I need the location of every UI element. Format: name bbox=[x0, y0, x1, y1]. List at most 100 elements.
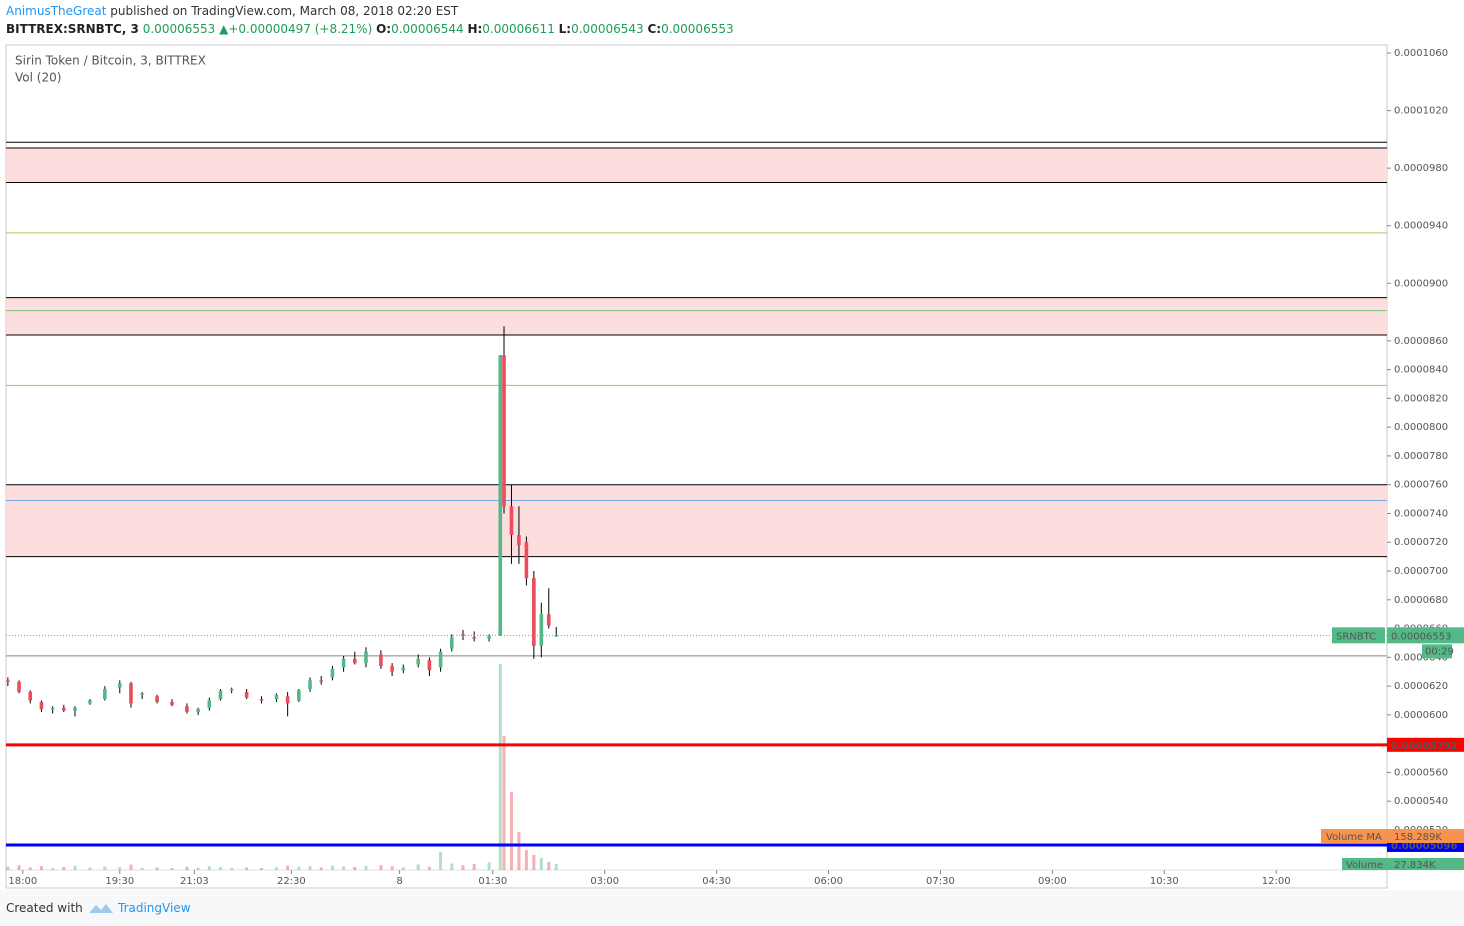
candle-body bbox=[274, 694, 279, 700]
volume-bar bbox=[401, 867, 405, 870]
y-tick-label: 0.0000600 bbox=[1394, 710, 1448, 721]
volume-bar bbox=[532, 854, 536, 870]
candle-body bbox=[50, 707, 55, 710]
volume-ma-value: 158.289K bbox=[1394, 832, 1442, 843]
key: H: bbox=[467, 22, 483, 36]
candle-body bbox=[244, 691, 249, 698]
candle-body bbox=[297, 690, 301, 701]
volume-bar bbox=[342, 866, 346, 870]
volume-bar bbox=[319, 867, 323, 870]
volume-bar bbox=[509, 792, 513, 870]
volume-bar bbox=[427, 866, 431, 870]
candle-body bbox=[498, 355, 503, 636]
x-tick-label: 12:00 bbox=[1262, 876, 1291, 887]
author[interactable]: AnimusTheGreat bbox=[6, 4, 107, 18]
volume-bar bbox=[88, 867, 92, 870]
price-label: 0.00006553 bbox=[1391, 631, 1451, 642]
key: O: bbox=[376, 22, 392, 36]
volume-bar bbox=[390, 866, 394, 870]
candle-body bbox=[330, 668, 335, 678]
candle-body bbox=[427, 660, 432, 671]
candle-body bbox=[218, 690, 223, 700]
arrow: ▲ bbox=[219, 22, 229, 36]
volume-bar bbox=[103, 866, 107, 870]
volume-ma-box bbox=[1321, 828, 1464, 843]
candle-body bbox=[17, 681, 21, 692]
volume-ma-name: Volume MA bbox=[1326, 832, 1382, 843]
volume-bar bbox=[364, 865, 368, 870]
logo bbox=[89, 904, 113, 913]
y-tick-label: 0.0000620 bbox=[1394, 681, 1448, 692]
volume-bar bbox=[524, 850, 528, 870]
candle-body bbox=[117, 683, 122, 688]
candle-body bbox=[155, 696, 159, 702]
candle-body bbox=[554, 635, 559, 637]
countdown-box bbox=[1422, 644, 1452, 659]
volume-bar bbox=[439, 851, 443, 870]
value: 0.00006553 bbox=[661, 22, 734, 36]
x-tick-label: 19:30 bbox=[105, 876, 134, 887]
candle-body bbox=[487, 635, 491, 639]
candle-body bbox=[62, 707, 66, 711]
volume-bar bbox=[260, 868, 264, 870]
symbol-label: SRNBTC bbox=[1336, 631, 1376, 642]
candle-body bbox=[185, 706, 189, 713]
y-tick-label: 0.0001060 bbox=[1394, 48, 1448, 59]
header-line-1: AnimusTheGreat published on TradingView.… bbox=[6, 4, 458, 18]
candle-body bbox=[509, 506, 514, 536]
candle-body bbox=[449, 637, 454, 649]
volume-bar bbox=[129, 864, 133, 870]
brand[interactable]: TradingView bbox=[118, 901, 191, 915]
x-tick-label: 8 bbox=[396, 876, 402, 887]
y-tick-label: 0.0000720 bbox=[1394, 537, 1448, 548]
volume-bar bbox=[472, 863, 476, 870]
value: 0.00006611 bbox=[482, 22, 555, 36]
y-tick-label: 0.0000760 bbox=[1394, 480, 1448, 491]
candle-body bbox=[196, 709, 200, 713]
level-label: 0.00005096 bbox=[1391, 841, 1457, 852]
chart-subtitle: Vol (20) bbox=[15, 71, 61, 85]
volume-bar bbox=[207, 866, 211, 870]
x-tick-label: 09:00 bbox=[1038, 876, 1067, 887]
volume-bar bbox=[274, 867, 278, 870]
x-tick-label: 07:30 bbox=[926, 876, 955, 887]
candle-body bbox=[103, 689, 107, 700]
symbol-box bbox=[1332, 627, 1385, 644]
y-tick-label: 0.0000900 bbox=[1394, 278, 1448, 289]
price-box bbox=[1387, 627, 1464, 644]
volume-bar bbox=[185, 866, 189, 870]
candle-body bbox=[308, 680, 312, 690]
candle-body bbox=[438, 651, 443, 668]
candle-body bbox=[379, 654, 383, 666]
volume-bar bbox=[416, 864, 420, 870]
candle-body bbox=[170, 701, 174, 705]
volume-bar bbox=[547, 862, 551, 870]
volume-bar bbox=[308, 866, 312, 870]
volume-bar bbox=[155, 867, 159, 870]
volume-bar bbox=[554, 864, 558, 870]
y-tick-label: 0.0000680 bbox=[1394, 595, 1448, 606]
volume-bar bbox=[379, 865, 383, 870]
x-tick-label: 06:00 bbox=[814, 876, 843, 887]
change: +0.00000497 (+8.21%) bbox=[228, 22, 373, 36]
volume-bar bbox=[502, 735, 506, 870]
countdown: 00:29 bbox=[1425, 646, 1454, 657]
volume-value: 27.834K bbox=[1394, 860, 1436, 871]
candle-body bbox=[6, 680, 10, 682]
y-tick-label: 0.0000740 bbox=[1394, 508, 1448, 519]
y-tick-label: 0.0000560 bbox=[1394, 767, 1448, 778]
y-tick-label: 0.0000800 bbox=[1394, 422, 1448, 433]
volume-bar bbox=[487, 862, 491, 870]
volume-bar bbox=[140, 867, 144, 870]
level-label: 0.00005792 bbox=[1391, 741, 1457, 752]
volume-bar bbox=[73, 865, 77, 870]
volume-bar bbox=[498, 663, 502, 870]
volume-bar bbox=[28, 867, 32, 870]
volume-bar bbox=[118, 867, 122, 870]
candle-body bbox=[502, 355, 506, 507]
last: 0.00006553 bbox=[142, 22, 216, 36]
created-with: Created with bbox=[6, 901, 83, 915]
value: 0.00006543 bbox=[571, 22, 644, 36]
volume-bar bbox=[230, 867, 234, 870]
